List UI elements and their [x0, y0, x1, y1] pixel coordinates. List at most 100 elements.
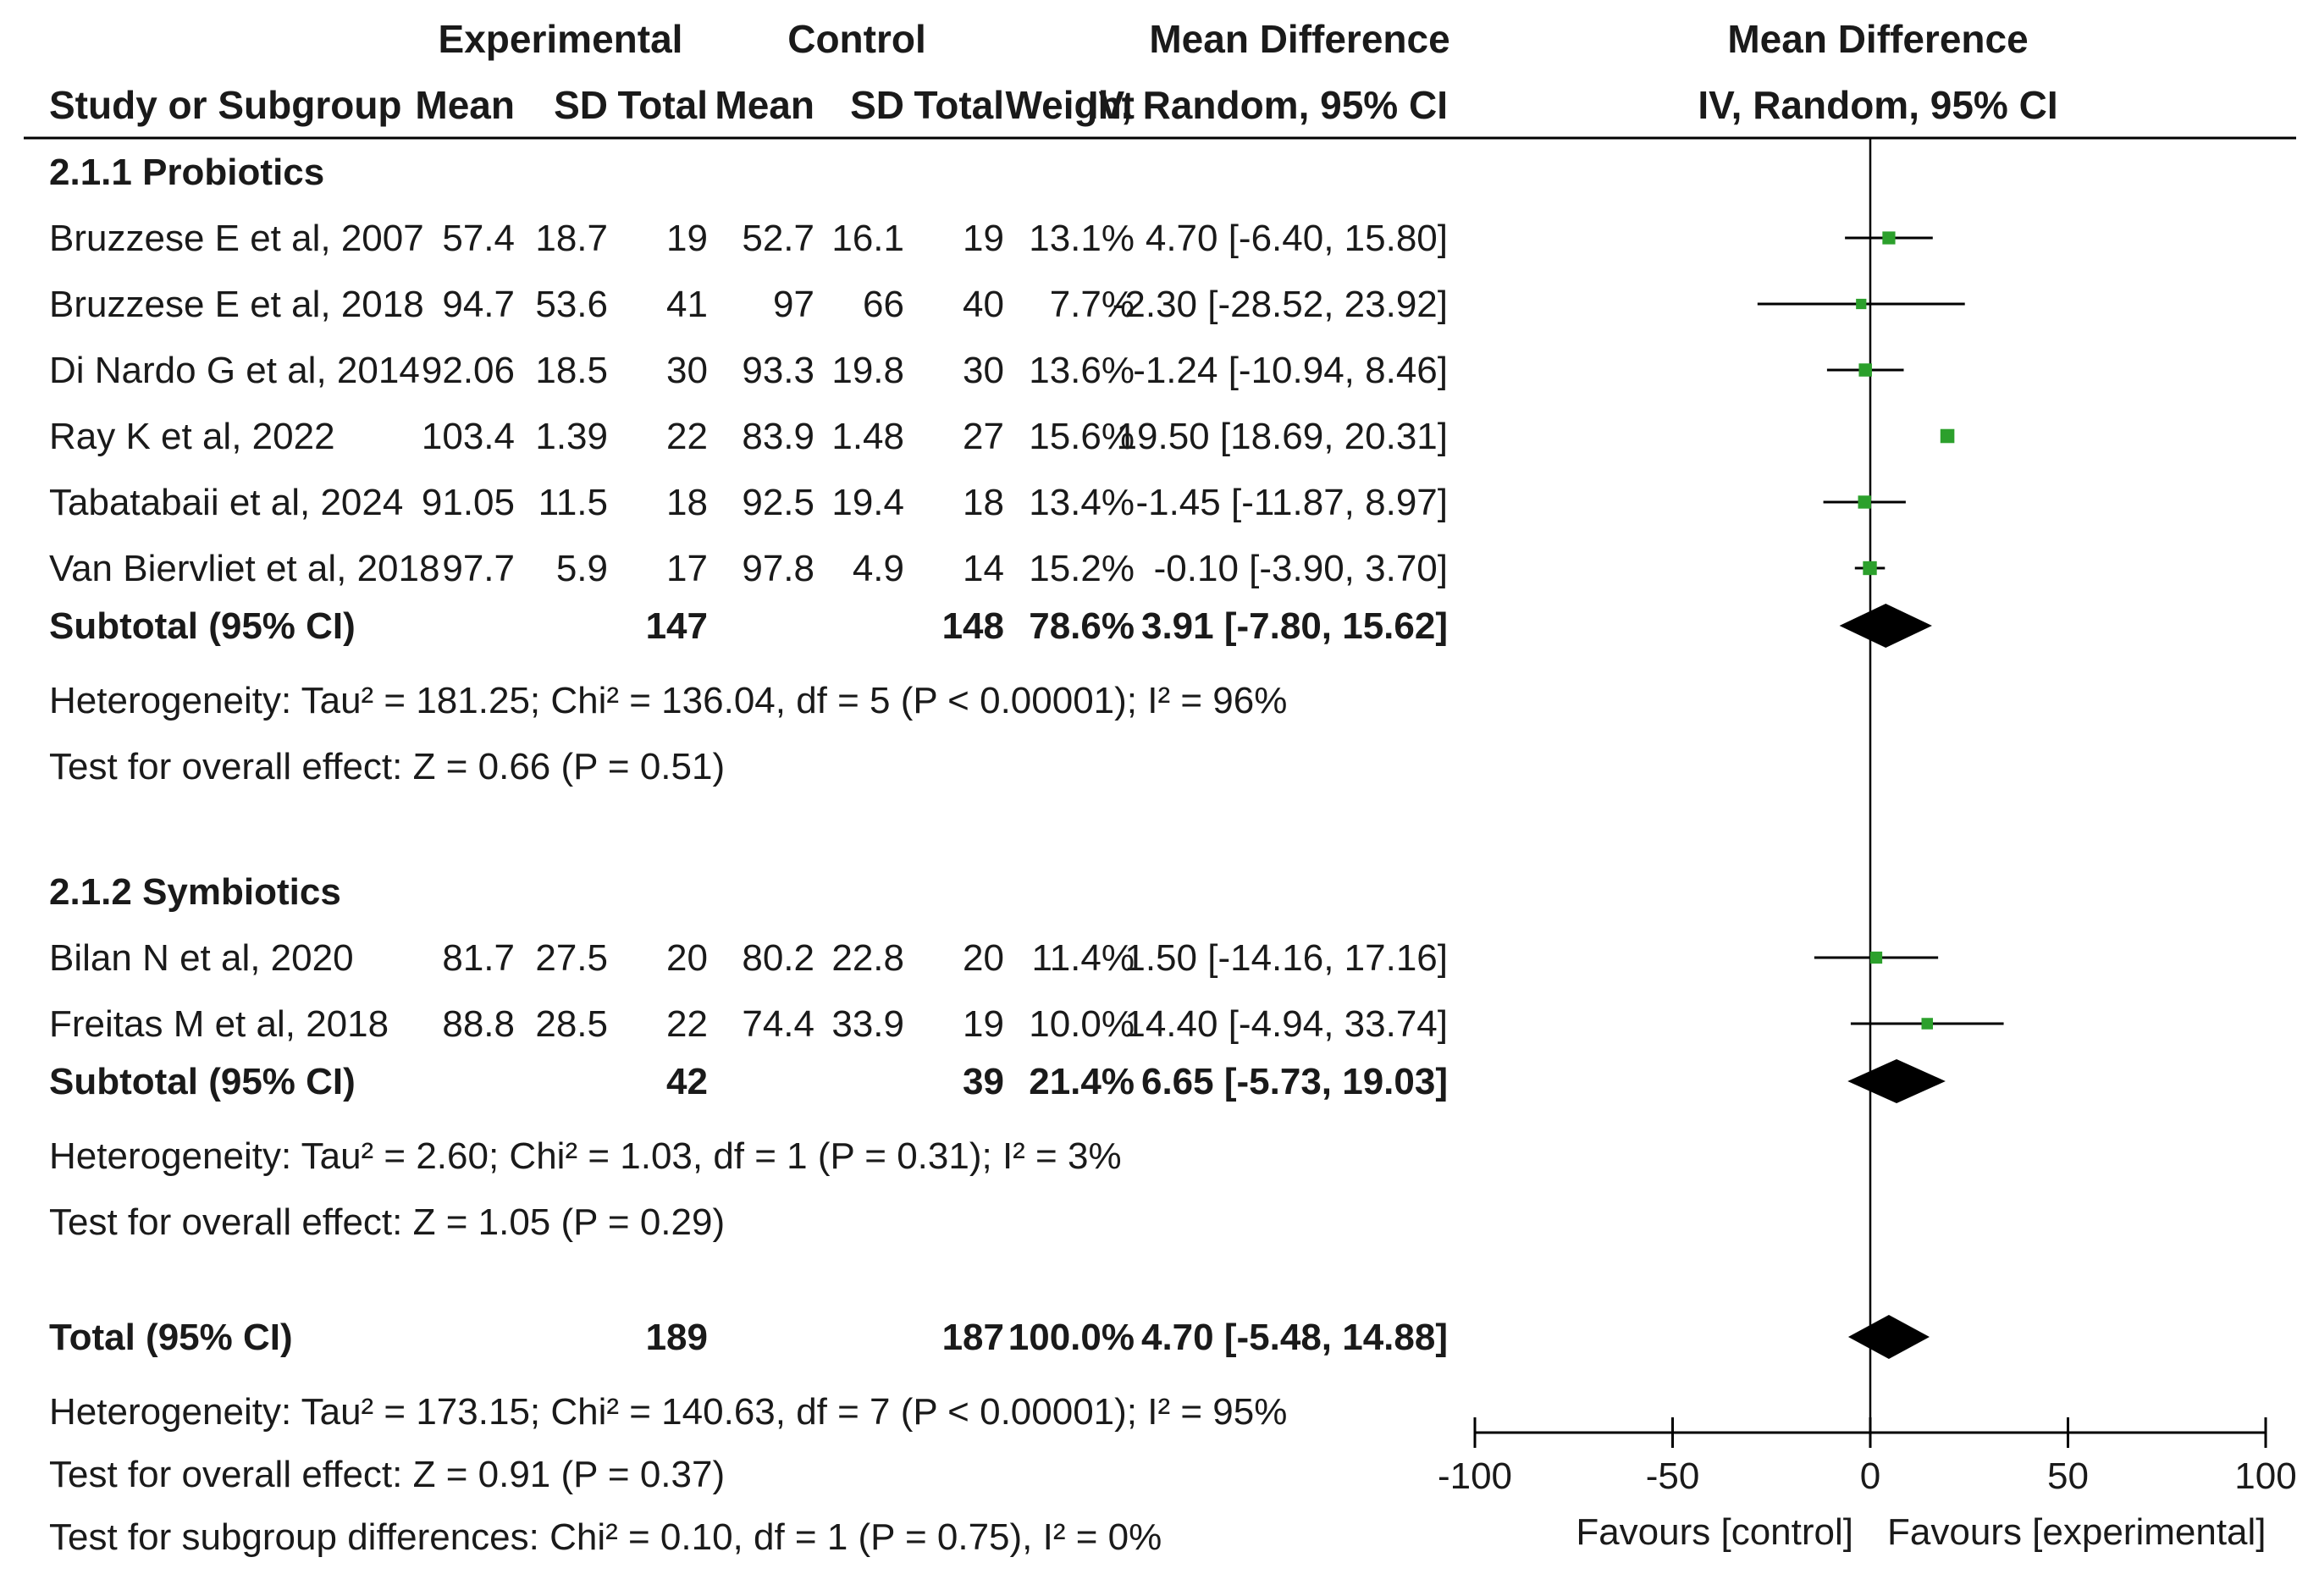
point-estimate [1856, 298, 1867, 310]
subtotal-diamond [1847, 1059, 1946, 1103]
study-name: Tabatabaii et al, 2024 [49, 482, 403, 523]
overall-effect-text: Test for overall effect: Z = 1.05 (P = 0… [49, 1201, 725, 1243]
subtotal-label: Subtotal (95% CI) [49, 605, 356, 647]
exp-sd-cell: 28.5 [535, 1003, 608, 1045]
ctl-mean-cell: 52.7 [742, 218, 814, 259]
ci-cell: 1.50 [-14.16, 17.16] [1124, 937, 1448, 979]
exp-total-cell: 20 [666, 937, 708, 979]
study-name: Bruzzese E et al, 2018 [49, 284, 424, 325]
weight-cell: 13.4% [1029, 482, 1135, 523]
table-rows: 2.1.1 Probiotics Bruzzese E et al, 2007 57… [49, 152, 1448, 1558]
col-header-exp-total: Total [618, 83, 708, 127]
exp-total-cell: 30 [666, 350, 708, 391]
x-axis: -100 -50 0 50 100 Favours [control] Favours [e… [1438, 1417, 2297, 1553]
header-control: Control [787, 17, 926, 61]
ctl-total-cell: 20 [963, 937, 1004, 979]
subtotal-ctl-total: 148 [942, 605, 1004, 647]
header-mean-difference: Mean Difference [1149, 17, 1449, 61]
total-ctl-total: 187 [942, 1317, 1004, 1358]
favours-right-label: Favours [experimental] [1887, 1511, 2267, 1553]
col-header-exp-sd: SD [554, 83, 608, 127]
exp-sd-cell: 1.39 [535, 416, 608, 457]
subtotal-ctl-total: 39 [963, 1061, 1004, 1102]
ctl-mean-cell: 93.3 [742, 350, 814, 391]
point-estimate [1858, 495, 1871, 509]
subgroup-differences-text: Test for subgroup differences: Chi² = 0.… [49, 1516, 1162, 1558]
total-exp-total: 189 [646, 1317, 708, 1358]
weight-cell: 11.4% [1032, 937, 1135, 979]
heterogeneity-text: Heterogeneity: Tau² = 2.60; Chi² = 1.03,… [49, 1135, 1122, 1177]
ci-cell: -2.30 [-28.52, 23.92] [1113, 284, 1448, 325]
col-header-exp-mean: Mean [415, 83, 515, 127]
study-name: Di Nardo G et al, 2014 [49, 350, 420, 391]
plot-subtitle: IV, Random, 95% CI [1698, 83, 2057, 127]
ctl-sd-cell: 19.4 [831, 482, 904, 523]
ctl-total-cell: 14 [963, 548, 1004, 589]
exp-sd-cell: 53.6 [535, 284, 608, 325]
ctl-total-cell: 40 [963, 284, 1004, 325]
ctl-mean-cell: 74.4 [742, 1003, 814, 1045]
ctl-mean-cell: 97 [773, 284, 814, 325]
exp-sd-cell: 18.5 [535, 350, 608, 391]
ci-cell: 4.70 [-6.40, 15.80] [1146, 218, 1448, 259]
subgroup-title: 2.1.1 Probiotics [49, 152, 324, 193]
weight-cell: 10.0% [1029, 1003, 1135, 1045]
exp-mean-cell: 88.8 [442, 1003, 515, 1045]
exp-sd-cell: 5.9 [556, 548, 608, 589]
study-name: Bilan N et al, 2020 [49, 937, 354, 979]
ci-cell: 14.40 [-4.94, 33.74] [1124, 1003, 1448, 1045]
plot-marks [1757, 231, 2004, 1359]
total-diamond [1847, 1315, 1930, 1359]
favours-left-label: Favours [control] [1576, 1511, 1853, 1553]
exp-mean-cell: 94.7 [442, 284, 515, 325]
col-header-study: Study or Subgroup [49, 83, 402, 127]
x-tick-label: 0 [1860, 1455, 1880, 1497]
exp-mean-cell: 103.4 [422, 416, 515, 457]
exp-total-cell: 19 [666, 218, 708, 259]
ctl-total-cell: 27 [963, 416, 1004, 457]
ctl-mean-cell: 80.2 [742, 937, 814, 979]
study-name: Ray K et al, 2022 [49, 416, 335, 457]
ctl-total-cell: 30 [963, 350, 1004, 391]
ci-cell: 19.50 [18.69, 20.31] [1117, 416, 1448, 457]
point-estimate [1869, 951, 1883, 964]
exp-total-cell: 18 [666, 482, 708, 523]
subgroup-title: 2.1.2 Symbiotics [49, 871, 341, 913]
study-name: Bruzzese E et al, 2007 [49, 218, 424, 259]
subtotal-weight: 78.6% [1029, 605, 1135, 647]
ctl-total-cell: 18 [963, 482, 1004, 523]
plot-area: -100 -50 0 50 100 Favours [control] Favours [e… [1438, 138, 2297, 1553]
exp-sd-cell: 11.5 [538, 482, 608, 523]
heterogeneity-text: Heterogeneity: Tau² = 181.25; Chi² = 136… [49, 680, 1287, 721]
total-label: Total (95% CI) [49, 1317, 293, 1358]
weight-cell: 13.6% [1029, 350, 1135, 391]
ctl-total-cell: 19 [963, 1003, 1004, 1045]
point-estimate [1940, 428, 1955, 444]
col-header-ci: IV, Random, 95% CI [1088, 83, 1448, 127]
total-heterogeneity-text: Heterogeneity: Tau² = 173.15; Chi² = 140… [49, 1391, 1287, 1433]
subtotal-weight: 21.4% [1029, 1061, 1135, 1102]
subtotal-label: Subtotal (95% CI) [49, 1061, 356, 1102]
ctl-sd-cell: 22.8 [831, 937, 904, 979]
ctl-sd-cell: 33.9 [831, 1003, 904, 1045]
weight-cell: 15.6% [1029, 416, 1135, 457]
exp-sd-cell: 18.7 [535, 218, 608, 259]
weight-cell: 13.1% [1029, 218, 1135, 259]
exp-total-cell: 22 [666, 1003, 708, 1045]
x-tick-label: 100 [2234, 1455, 2296, 1497]
ctl-mean-cell: 83.9 [742, 416, 814, 457]
study-name: Freitas M et al, 2018 [49, 1003, 389, 1045]
subtotal-exp-total: 147 [646, 605, 708, 647]
exp-total-cell: 17 [666, 548, 708, 589]
ctl-mean-cell: 92.5 [742, 482, 814, 523]
point-estimate [1921, 1018, 1933, 1030]
col-header-ctl-mean: Mean [715, 83, 814, 127]
ci-cell: -1.24 [-10.94, 8.46] [1133, 350, 1448, 391]
exp-total-cell: 41 [666, 284, 708, 325]
weight-cell: 7.7% [1050, 284, 1135, 325]
subtotal-diamond [1839, 604, 1932, 648]
plot-title: Mean Difference [1727, 17, 2028, 61]
point-estimate [1858, 363, 1872, 377]
x-tick-label: 50 [2047, 1455, 2089, 1497]
weight-cell: 15.2% [1029, 548, 1135, 589]
